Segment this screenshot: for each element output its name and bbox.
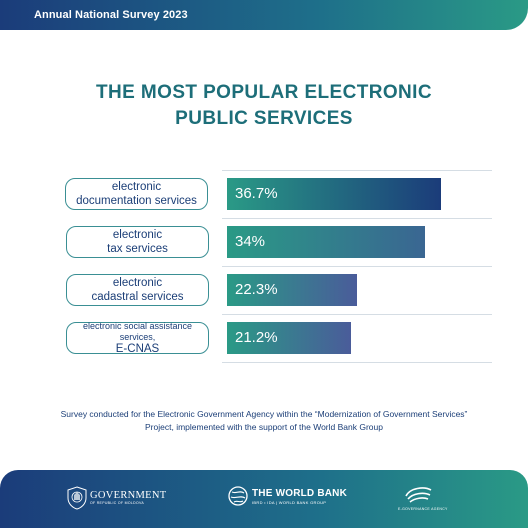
seal-icon bbox=[67, 486, 87, 510]
row-separator bbox=[222, 314, 492, 315]
category-label: electronic documentation services bbox=[65, 178, 208, 210]
category-label-line: tax services bbox=[107, 243, 168, 255]
footer-bar: GOVERNMENT OF REPUBLIC OF MOLDOVA THE WO… bbox=[0, 470, 528, 528]
category-label-line: electronic bbox=[112, 277, 163, 289]
egov-mark-icon bbox=[405, 487, 432, 503]
category-label-line: electronic social assistance services, bbox=[82, 320, 193, 342]
world-bank-logo-sub: IBRD • IDA | WORLD BANK GROUP bbox=[252, 500, 327, 505]
category-label-line: cadastral services bbox=[91, 291, 184, 303]
row-separator bbox=[222, 170, 492, 171]
government-logo: GOVERNMENT OF REPUBLIC OF MOLDOVA bbox=[66, 486, 166, 512]
title-line-1: THE MOST POPULAR ELECTRONIC bbox=[96, 82, 432, 103]
row-separator bbox=[222, 218, 492, 219]
row-separator bbox=[222, 362, 492, 363]
ega-logo-name: E-GOVERNANCE AGENCY bbox=[398, 507, 448, 511]
footnote: Survey conducted for the Electronic Gove… bbox=[20, 408, 508, 434]
bar bbox=[227, 226, 426, 258]
bar-value-label: 36.7% bbox=[235, 185, 278, 202]
row-separator bbox=[222, 266, 492, 267]
category-label-line: E-CNAS bbox=[115, 342, 160, 355]
category-label-line: electronic bbox=[111, 181, 162, 193]
bar bbox=[227, 178, 441, 210]
ega-logo: E-GOVERNANCE AGENCY bbox=[398, 484, 448, 514]
title-line-2: PUBLIC SERVICES bbox=[175, 108, 353, 129]
government-logo-name: GOVERNMENT bbox=[90, 490, 167, 501]
bar-value-label: 21.2% bbox=[235, 329, 278, 346]
globe-icon bbox=[228, 486, 248, 506]
bar-value-label: 22.3% bbox=[235, 281, 278, 298]
world-bank-logo: THE WORLD BANK IBRD • IDA | WORLD BANK G… bbox=[228, 486, 348, 512]
category-label-line: electronic bbox=[112, 229, 163, 241]
bar bbox=[227, 322, 351, 354]
category-label: electronic tax services bbox=[66, 226, 209, 258]
footnote-line-2: Project, implemented with the support of… bbox=[145, 422, 383, 432]
category-label: electronic social assistance services, E-… bbox=[66, 320, 209, 355]
category-label: electronic cadastral services bbox=[66, 274, 209, 306]
world-bank-logo-name: THE WORLD BANK bbox=[252, 488, 348, 499]
bar-value-label: 34% bbox=[235, 233, 266, 250]
footnote-line-1: Survey conducted for the Electronic Gove… bbox=[60, 409, 468, 419]
page-title: THE MOST POPULAR ELECTRONIC PUBLIC SERVI… bbox=[0, 80, 528, 132]
bar bbox=[227, 274, 358, 306]
survey-label: Annual National Survey 2023 bbox=[34, 9, 188, 21]
category-label-line: documentation services bbox=[76, 195, 197, 207]
government-logo-sub: OF REPUBLIC OF MOLDOVA bbox=[90, 501, 144, 505]
header-bar: Annual National Survey 2023 bbox=[0, 0, 528, 30]
